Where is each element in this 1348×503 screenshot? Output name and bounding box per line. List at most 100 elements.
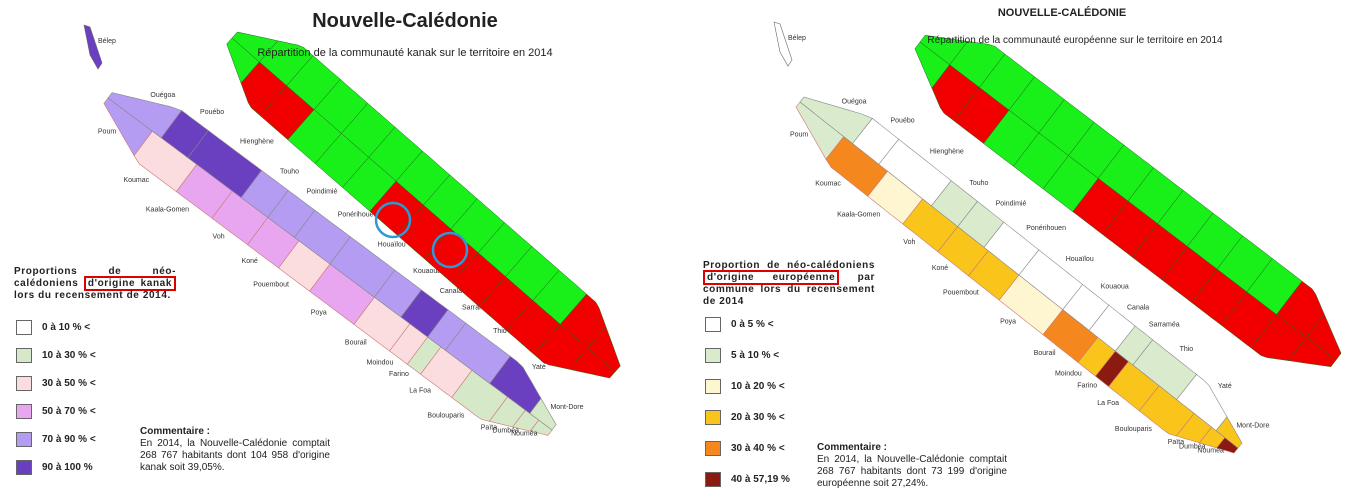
legend-label: 10 à 20 % < (731, 381, 785, 393)
commune-label: Païta (481, 424, 497, 431)
highlight-circle (374, 201, 412, 239)
commune-label: Sarraméa (462, 305, 493, 312)
legend-swatch (16, 432, 32, 447)
map-title: Nouvelle-Calédonie (312, 10, 498, 32)
commune-label: Voh (213, 233, 225, 240)
commune-label: Canala (440, 288, 462, 295)
commentary-heading: Commentaire : (140, 426, 211, 437)
commune-label: Pouébo (890, 118, 914, 125)
commune-label: Poya (1000, 319, 1016, 326)
commune-label: Ponérihouen (338, 212, 378, 219)
commune-label: Nouméa (511, 430, 538, 437)
map-subtitle: Répartition de la communauté kanak sur l… (257, 47, 552, 59)
legend: Proportions de néo-calédoniens d'origine… (14, 266, 176, 475)
legend-label: 50 à 70 % < (42, 406, 96, 418)
commune (1215, 416, 1243, 449)
commentary: Commentaire : En 2014, la Nouvelle-Calédo… (817, 442, 1007, 490)
commune-label: Thio (1180, 346, 1194, 353)
commune-label: Sarraméa (1149, 322, 1180, 329)
commune-label: Dumbéa (492, 428, 519, 435)
legend-item: 0 à 10 % < (16, 320, 90, 335)
map-title: NOUVELLE-CALÉDONIE (998, 6, 1126, 19)
commentary-text: En 2014, la Nouvelle-Calédonie comptait … (140, 438, 330, 473)
legend-swatch (16, 320, 32, 335)
legend-item: 10 à 20 % < (705, 379, 785, 394)
commune-label: Houaïlou (1066, 256, 1094, 263)
commune-label: Canala (1127, 304, 1149, 311)
commune-label: Kouaoua (413, 268, 441, 275)
legend-item: 0 à 5 % < (705, 317, 774, 332)
legend-swatch (16, 348, 32, 363)
commune-label: Pouébo (200, 109, 224, 116)
commune-label: Farino (389, 371, 409, 378)
commune-label: Ouégoa (150, 92, 175, 99)
legend-label: 90 à 100 % (42, 462, 93, 474)
commune-label: Houaïlou (378, 242, 406, 249)
commune-label: Boulouparis (427, 413, 464, 420)
commune-label: Kouaoua (1101, 284, 1129, 291)
legend-highlight: d'origine européenne (703, 270, 840, 285)
legend-highlight: d'origine kanak (83, 276, 176, 291)
region (587, 326, 621, 373)
commune-label: Pouembout (943, 289, 979, 296)
commune-label: Yaté (1218, 383, 1232, 390)
commune-label: Ouégoa (842, 98, 867, 105)
legend-swatch (705, 472, 721, 487)
commune-label: Hienghène (240, 139, 274, 146)
legend-label: 30 à 50 % < (42, 378, 96, 390)
commune-label: Païta (1168, 439, 1184, 446)
legend-item: 10 à 30 % < (16, 348, 96, 363)
commune-label: Hienghène (930, 149, 964, 156)
commune-label: Poindimié (996, 201, 1027, 208)
legend-label: 40 à 57,19 % (731, 474, 790, 486)
map-subtitle: Répartition de la communauté européenne … (927, 35, 1223, 46)
commune-label: Bélep (788, 35, 806, 42)
commune-label: Voh (903, 239, 915, 246)
commune-label: Kaala-Gomen (837, 211, 880, 218)
legend-title-end: par commune lors du recensement de 2014 (703, 272, 875, 307)
commune (773, 21, 793, 67)
commune (529, 397, 557, 431)
legend-item: 5 à 10 % < (705, 348, 779, 363)
legend-label: 20 à 30 % < (731, 412, 785, 424)
legend-item: 30 à 40 % < (705, 441, 785, 456)
commune-label: Moindou (366, 359, 393, 366)
legend-item: 40 à 57,19 % (705, 472, 790, 487)
commune-label: Koné (242, 258, 258, 265)
commune-label: Thio (493, 328, 507, 335)
commentary-heading: Commentaire : (817, 442, 888, 453)
commune-label: Boulouparis (1115, 426, 1152, 433)
commune-label: Bélep (98, 38, 116, 45)
legend-swatch (705, 317, 721, 332)
commune (83, 24, 103, 70)
legend-item: 20 à 30 % < (705, 410, 785, 425)
legend-swatch (705, 348, 721, 363)
commune-label: La Foa (1097, 400, 1119, 407)
commune-label: Mont-Dore (550, 404, 583, 411)
commune-label: Poya (311, 310, 327, 317)
commune-label: Touho (969, 180, 988, 187)
legend-label: 0 à 5 % < (731, 319, 774, 331)
commune-label: Dumbéa (1179, 444, 1206, 451)
commune-label: Moindou (1055, 371, 1082, 378)
region (1305, 313, 1342, 361)
legend-item: 90 à 100 % (16, 460, 93, 475)
commune-label: Poindimié (307, 188, 338, 195)
commune-label: Farino (1077, 383, 1097, 390)
legend-swatch (16, 460, 32, 475)
legend-title-start: Proportions de néo-calédoniens (14, 266, 176, 289)
legend-label: 70 à 90 % < (42, 434, 96, 446)
legend-label: 10 à 30 % < (42, 350, 96, 362)
commune-label: Nouméa (1197, 447, 1224, 454)
commune-label: Pouembout (253, 281, 289, 288)
legend-swatch (705, 410, 721, 425)
legend-label: 0 à 10 % < (42, 322, 91, 334)
map-panel: Bélep Poum Koumac Kaala-Gomen Voh Koné Pouembo… (773, 6, 1342, 454)
commune-label: Koné (932, 265, 948, 272)
legend-swatch (705, 441, 721, 456)
legend-item: 30 à 50 % < (16, 376, 96, 391)
commune-label: Kaala-Gomen (146, 207, 189, 214)
legend-title-start: Proportion de néo-calédoniens (703, 260, 875, 271)
